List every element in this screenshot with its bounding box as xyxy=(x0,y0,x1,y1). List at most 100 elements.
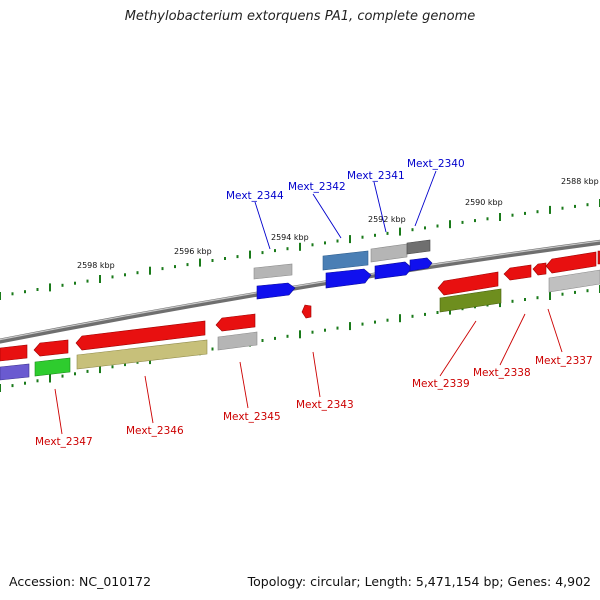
gene-label-mext-2341[interactable]: Mext_2341 xyxy=(347,170,405,182)
gene-arrow[interactable] xyxy=(33,339,69,357)
scale-tick-minor xyxy=(361,322,364,326)
callout-lines-top xyxy=(254,170,437,250)
scale-tick-minor xyxy=(11,384,14,388)
genome-title: Methylobacterium extorquens PA1, complet… xyxy=(124,9,476,24)
gene-label-mext-2343[interactable]: Mext_2343 xyxy=(296,399,354,411)
gene-label-mext-2340[interactable]: Mext_2340 xyxy=(407,158,465,170)
scale-tick-major xyxy=(549,292,551,300)
scale-tick-major xyxy=(449,220,451,229)
scale-label-2592: 2592 kbp xyxy=(368,215,406,224)
gene-label-mext-2347[interactable]: Mext_2347 xyxy=(35,436,93,448)
scale-ring-outer xyxy=(0,199,600,300)
scale-tick-minor xyxy=(486,217,489,221)
scale-tick-major xyxy=(0,384,1,392)
scale-tick-minor xyxy=(124,273,126,277)
callout-line xyxy=(312,193,342,239)
scale-tick-minor xyxy=(286,247,289,251)
scale-tick-minor xyxy=(36,288,39,291)
gene-arrow[interactable] xyxy=(439,288,502,313)
gene-label-mext-2337[interactable]: Mext_2337 xyxy=(535,355,593,367)
gene-arrow[interactable] xyxy=(325,268,372,289)
scale-tick-minor xyxy=(86,369,89,373)
scale-tick-minor xyxy=(324,241,326,245)
scale-tick-minor xyxy=(374,320,376,324)
genome-summary-text: Topology: circular; Length: 5,471,154 bp… xyxy=(247,574,591,589)
scale-tick-minor xyxy=(324,328,326,332)
scale-tick-minor xyxy=(261,339,264,342)
scale-tick-minor xyxy=(424,312,426,316)
scale-tick-minor xyxy=(436,311,439,314)
scale-tick-minor xyxy=(136,271,139,275)
gene-arrow[interactable] xyxy=(76,339,208,370)
scale-tick-minor xyxy=(586,289,589,293)
scale-tick-minor xyxy=(211,347,214,351)
callout-line xyxy=(54,388,63,435)
scale-tick-minor xyxy=(74,281,76,285)
gene-arrow[interactable] xyxy=(215,313,256,332)
scale-tick-minor xyxy=(536,210,539,214)
gene-arrow[interactable] xyxy=(532,262,547,276)
scale-tick-minor xyxy=(61,283,64,287)
scale-tick-minor xyxy=(311,243,314,247)
gene-label-mext-2338[interactable]: Mext_2338 xyxy=(473,367,531,379)
gene-label-mext-2346[interactable]: Mext_2346 xyxy=(126,425,184,437)
gene-arrow[interactable] xyxy=(370,243,408,263)
gene-arrow[interactable] xyxy=(322,250,369,271)
scale-tick-major xyxy=(349,235,351,244)
gene-labels-bottom: Mext_2347 Mext_2346 Mext_2345 Mext_2343 … xyxy=(35,355,593,448)
gene-label-mext-2339[interactable]: Mext_2339 xyxy=(412,378,470,390)
gene-label-mext-2344[interactable]: Mext_2344 xyxy=(226,190,284,202)
scale-tick-minor xyxy=(186,263,189,267)
callout-line xyxy=(254,201,271,250)
scale-tick-minor xyxy=(161,267,164,271)
scale-tick-minor xyxy=(574,290,576,294)
gene-arrow[interactable] xyxy=(301,304,312,319)
scale-tick-minor xyxy=(24,290,26,294)
scale-tick-minor xyxy=(224,257,226,260)
gene-arrow[interactable] xyxy=(34,357,71,377)
scale-tick-minor xyxy=(524,298,526,301)
scale-tick-minor xyxy=(286,334,289,338)
gene-arrow[interactable] xyxy=(548,269,600,293)
scale-tick-major xyxy=(99,275,101,283)
gene-arrow[interactable] xyxy=(409,257,433,272)
scale-label-2596: 2596 kbp xyxy=(174,247,212,256)
scale-tick-major xyxy=(99,365,101,374)
genes-reverse-outer xyxy=(0,250,600,362)
gene-arrow[interactable] xyxy=(0,344,28,362)
scale-tick-minor xyxy=(524,211,526,215)
genes-forward-outer xyxy=(253,239,431,280)
gene-arrow[interactable] xyxy=(256,282,296,300)
scale-tick-major xyxy=(549,205,551,214)
gene-arrow[interactable] xyxy=(503,264,532,281)
gene-arrow[interactable] xyxy=(545,251,597,274)
scale-tick-major xyxy=(299,330,301,339)
genes-reverse-inner xyxy=(0,269,600,381)
scale-tick-minor xyxy=(411,228,414,232)
gene-arrow[interactable] xyxy=(0,363,30,381)
gene-arrow[interactable] xyxy=(437,271,499,296)
scale-tick-minor xyxy=(111,365,114,369)
callout-line xyxy=(144,375,154,424)
callout-line xyxy=(312,351,321,398)
callout-line xyxy=(547,308,563,353)
gene-arrow[interactable] xyxy=(217,331,258,351)
genes-forward-inner xyxy=(256,257,433,300)
gene-arrow[interactable] xyxy=(75,320,206,351)
scale-tick-major xyxy=(249,250,251,259)
scale-tick-major xyxy=(199,258,201,267)
scale-labels: 2598 kbp 2596 kbp 2594 kbp 2592 kbp 2590… xyxy=(77,177,599,270)
scale-tick-minor xyxy=(74,372,76,376)
gene-arrow[interactable] xyxy=(406,239,431,255)
scale-label-2594: 2594 kbp xyxy=(271,233,309,242)
gene-label-mext-2342[interactable]: Mext_2342 xyxy=(288,181,346,193)
gene-label-mext-2345[interactable]: Mext_2345 xyxy=(223,411,281,423)
gene-arrow[interactable] xyxy=(253,263,293,280)
scale-tick-minor xyxy=(474,219,476,223)
scale-tick-minor xyxy=(11,292,14,296)
scale-tick-minor xyxy=(236,255,239,259)
scale-tick-minor xyxy=(274,336,276,340)
gene-arrow[interactable] xyxy=(374,261,413,280)
callout-line xyxy=(373,181,387,233)
